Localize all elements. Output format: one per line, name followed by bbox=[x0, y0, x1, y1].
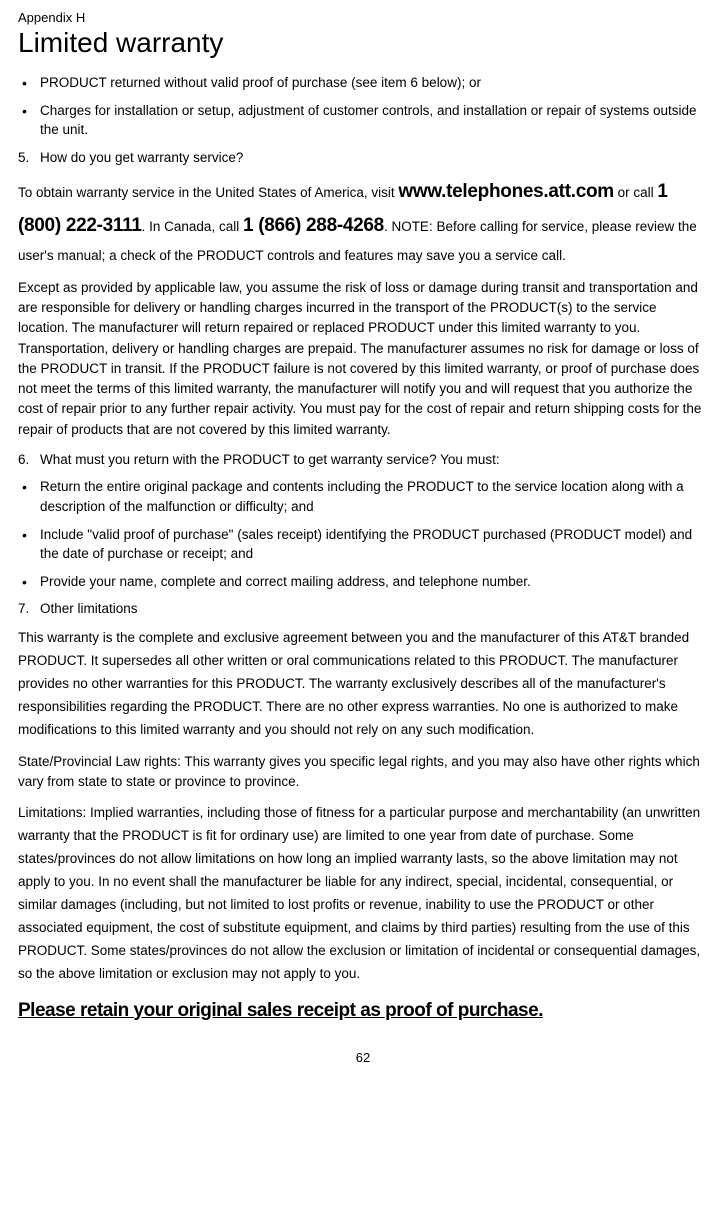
paragraph-except: Except as provided by applicable law, yo… bbox=[18, 278, 708, 440]
list-item: Return the entire original package and c… bbox=[18, 477, 708, 516]
paragraph-warranty: This warranty is the complete and exclus… bbox=[18, 627, 708, 742]
list-item: Provide your name, complete and correct … bbox=[18, 572, 708, 592]
item-text: Other limitations bbox=[40, 601, 138, 616]
item-number: 6. bbox=[18, 450, 40, 470]
item-number: 7. bbox=[18, 599, 40, 619]
paragraph-limitations: Limitations: Implied warranties, includi… bbox=[18, 802, 708, 986]
document-page: Appendix H Limited warranty PRODUCT retu… bbox=[0, 0, 726, 1085]
list-item: PRODUCT returned without valid proof of … bbox=[18, 73, 708, 93]
in-canada-text: . In Canada, call bbox=[142, 219, 243, 234]
contact-paragraph: To obtain warranty service in the United… bbox=[18, 175, 708, 268]
numbered-item-5: 5.How do you get warranty service? bbox=[18, 148, 708, 168]
item-number: 5. bbox=[18, 148, 40, 168]
paragraph-state-law: State/Provincial Law rights: This warran… bbox=[18, 752, 708, 793]
bullet-list-6: Return the entire original package and c… bbox=[18, 477, 708, 591]
phone-ca: 1 (866) 288-4268 bbox=[243, 215, 384, 236]
item-text: What must you return with the PRODUCT to… bbox=[40, 452, 500, 467]
page-number: 62 bbox=[18, 1050, 708, 1065]
bullet-list-top: PRODUCT returned without valid proof of … bbox=[18, 73, 708, 140]
list-item: Include "valid proof of purchase" (sales… bbox=[18, 525, 708, 564]
item-text: How do you get warranty service? bbox=[40, 150, 243, 165]
numbered-item-7: 7.Other limitations bbox=[18, 599, 708, 619]
appendix-label: Appendix H bbox=[18, 10, 708, 25]
contact-intro: To obtain warranty service in the United… bbox=[18, 185, 398, 200]
website-text: www.telephones.att.com bbox=[398, 181, 613, 202]
or-call-text: or call bbox=[614, 185, 658, 200]
page-title: Limited warranty bbox=[18, 27, 708, 59]
list-item: Charges for installation or setup, adjus… bbox=[18, 101, 708, 140]
numbered-item-6: 6.What must you return with the PRODUCT … bbox=[18, 450, 708, 470]
retain-receipt-notice: Please retain your original sales receip… bbox=[18, 1000, 708, 1022]
